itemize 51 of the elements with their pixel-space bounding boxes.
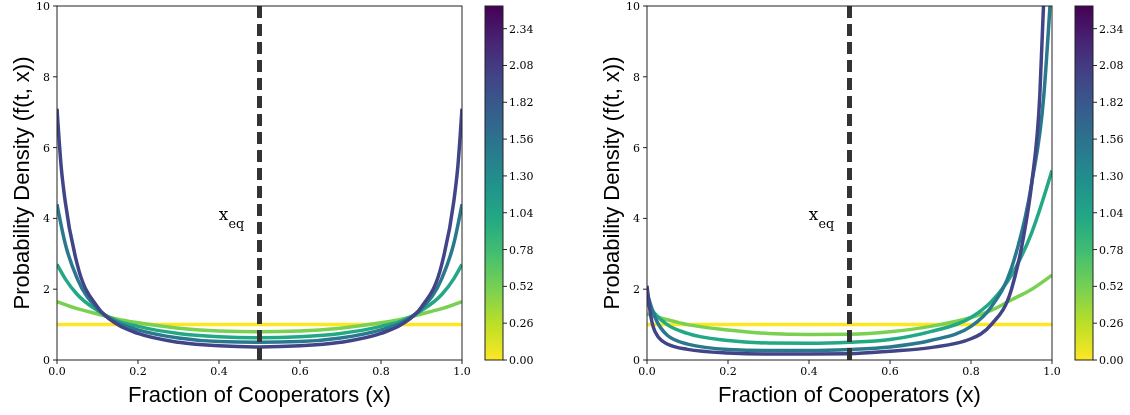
x-tick-label: 0.4 [800, 365, 818, 378]
x-axis-title: Fraction of Cooperators (x) [128, 382, 391, 407]
color-bar-label: 0.78 [1099, 243, 1124, 257]
color-bar-label: 0.52 [509, 280, 534, 294]
color-bar-label: 0.26 [509, 317, 534, 331]
y-tick-label: 10 [36, 0, 50, 13]
x-tick-label: 0.8 [372, 365, 390, 378]
color-bar-label: 2.08 [509, 59, 534, 73]
y-tick-label: 6 [43, 141, 50, 155]
color-bar-label: 0.00 [509, 354, 534, 367]
x-tick-label: 1.0 [453, 365, 471, 378]
color-bar-label: 1.30 [509, 169, 534, 183]
x-tick-label: 1.0 [1043, 365, 1061, 378]
color-bar-label: 1.56 [1099, 133, 1124, 147]
x-tick-label: 0.8 [962, 365, 980, 378]
y-tick-label: 4 [633, 212, 640, 226]
color-bar-label: 0.00 [1099, 354, 1124, 367]
y-tick-label: 8 [43, 70, 50, 84]
x-tick-label: 0.0 [48, 365, 66, 378]
color-bar-label: 1.30 [1099, 169, 1124, 183]
color-bar-label: 2.34 [1099, 22, 1124, 36]
annotation: x$_{eq}$ [218, 204, 245, 231]
y-tick-label: 4 [43, 212, 50, 226]
x-tick-label: 0.0 [638, 365, 656, 378]
y-tick-label: 0 [633, 354, 640, 367]
y-axis-title: Probability Density (f(t, x)) [599, 56, 624, 310]
y-tick-label: 6 [633, 141, 640, 155]
x-tick-label: 0.6 [291, 365, 309, 378]
y-tick-label: 2 [43, 283, 50, 297]
color-bar-label: 1.04 [509, 206, 534, 220]
y-tick-label: 0 [43, 354, 50, 367]
x-tick-label: 0.6 [881, 365, 899, 378]
color-bar-label: 2.34 [509, 22, 534, 36]
color-bar-label: 1.56 [509, 133, 534, 147]
color-bar-label: 1.82 [509, 96, 534, 110]
x-axis-title: Fraction of Cooperators (x) [718, 382, 981, 407]
color-bar-label: 0.26 [1099, 317, 1124, 331]
color-bar-label: 0.52 [1099, 280, 1124, 294]
y-axis-title: Probability Density (f(t, x)) [9, 56, 34, 310]
color-bar-label: 0.78 [509, 243, 534, 257]
y-tick-label: 2 [633, 283, 640, 297]
y-tick-label: 10 [626, 0, 640, 13]
x-tick-label: 0.4 [210, 365, 228, 378]
x-tick-label: 0.2 [129, 365, 147, 378]
line-series [57, 106, 462, 349]
color-bar-label: 2.08 [1099, 59, 1124, 73]
color-bar-label: 1.04 [1099, 206, 1124, 220]
x-tick-label: 0.2 [719, 365, 737, 378]
y-tick-label: 8 [633, 70, 640, 84]
annotation: x$_{eq}$ [808, 204, 835, 231]
color-bar-label: 1.82 [1099, 96, 1124, 110]
